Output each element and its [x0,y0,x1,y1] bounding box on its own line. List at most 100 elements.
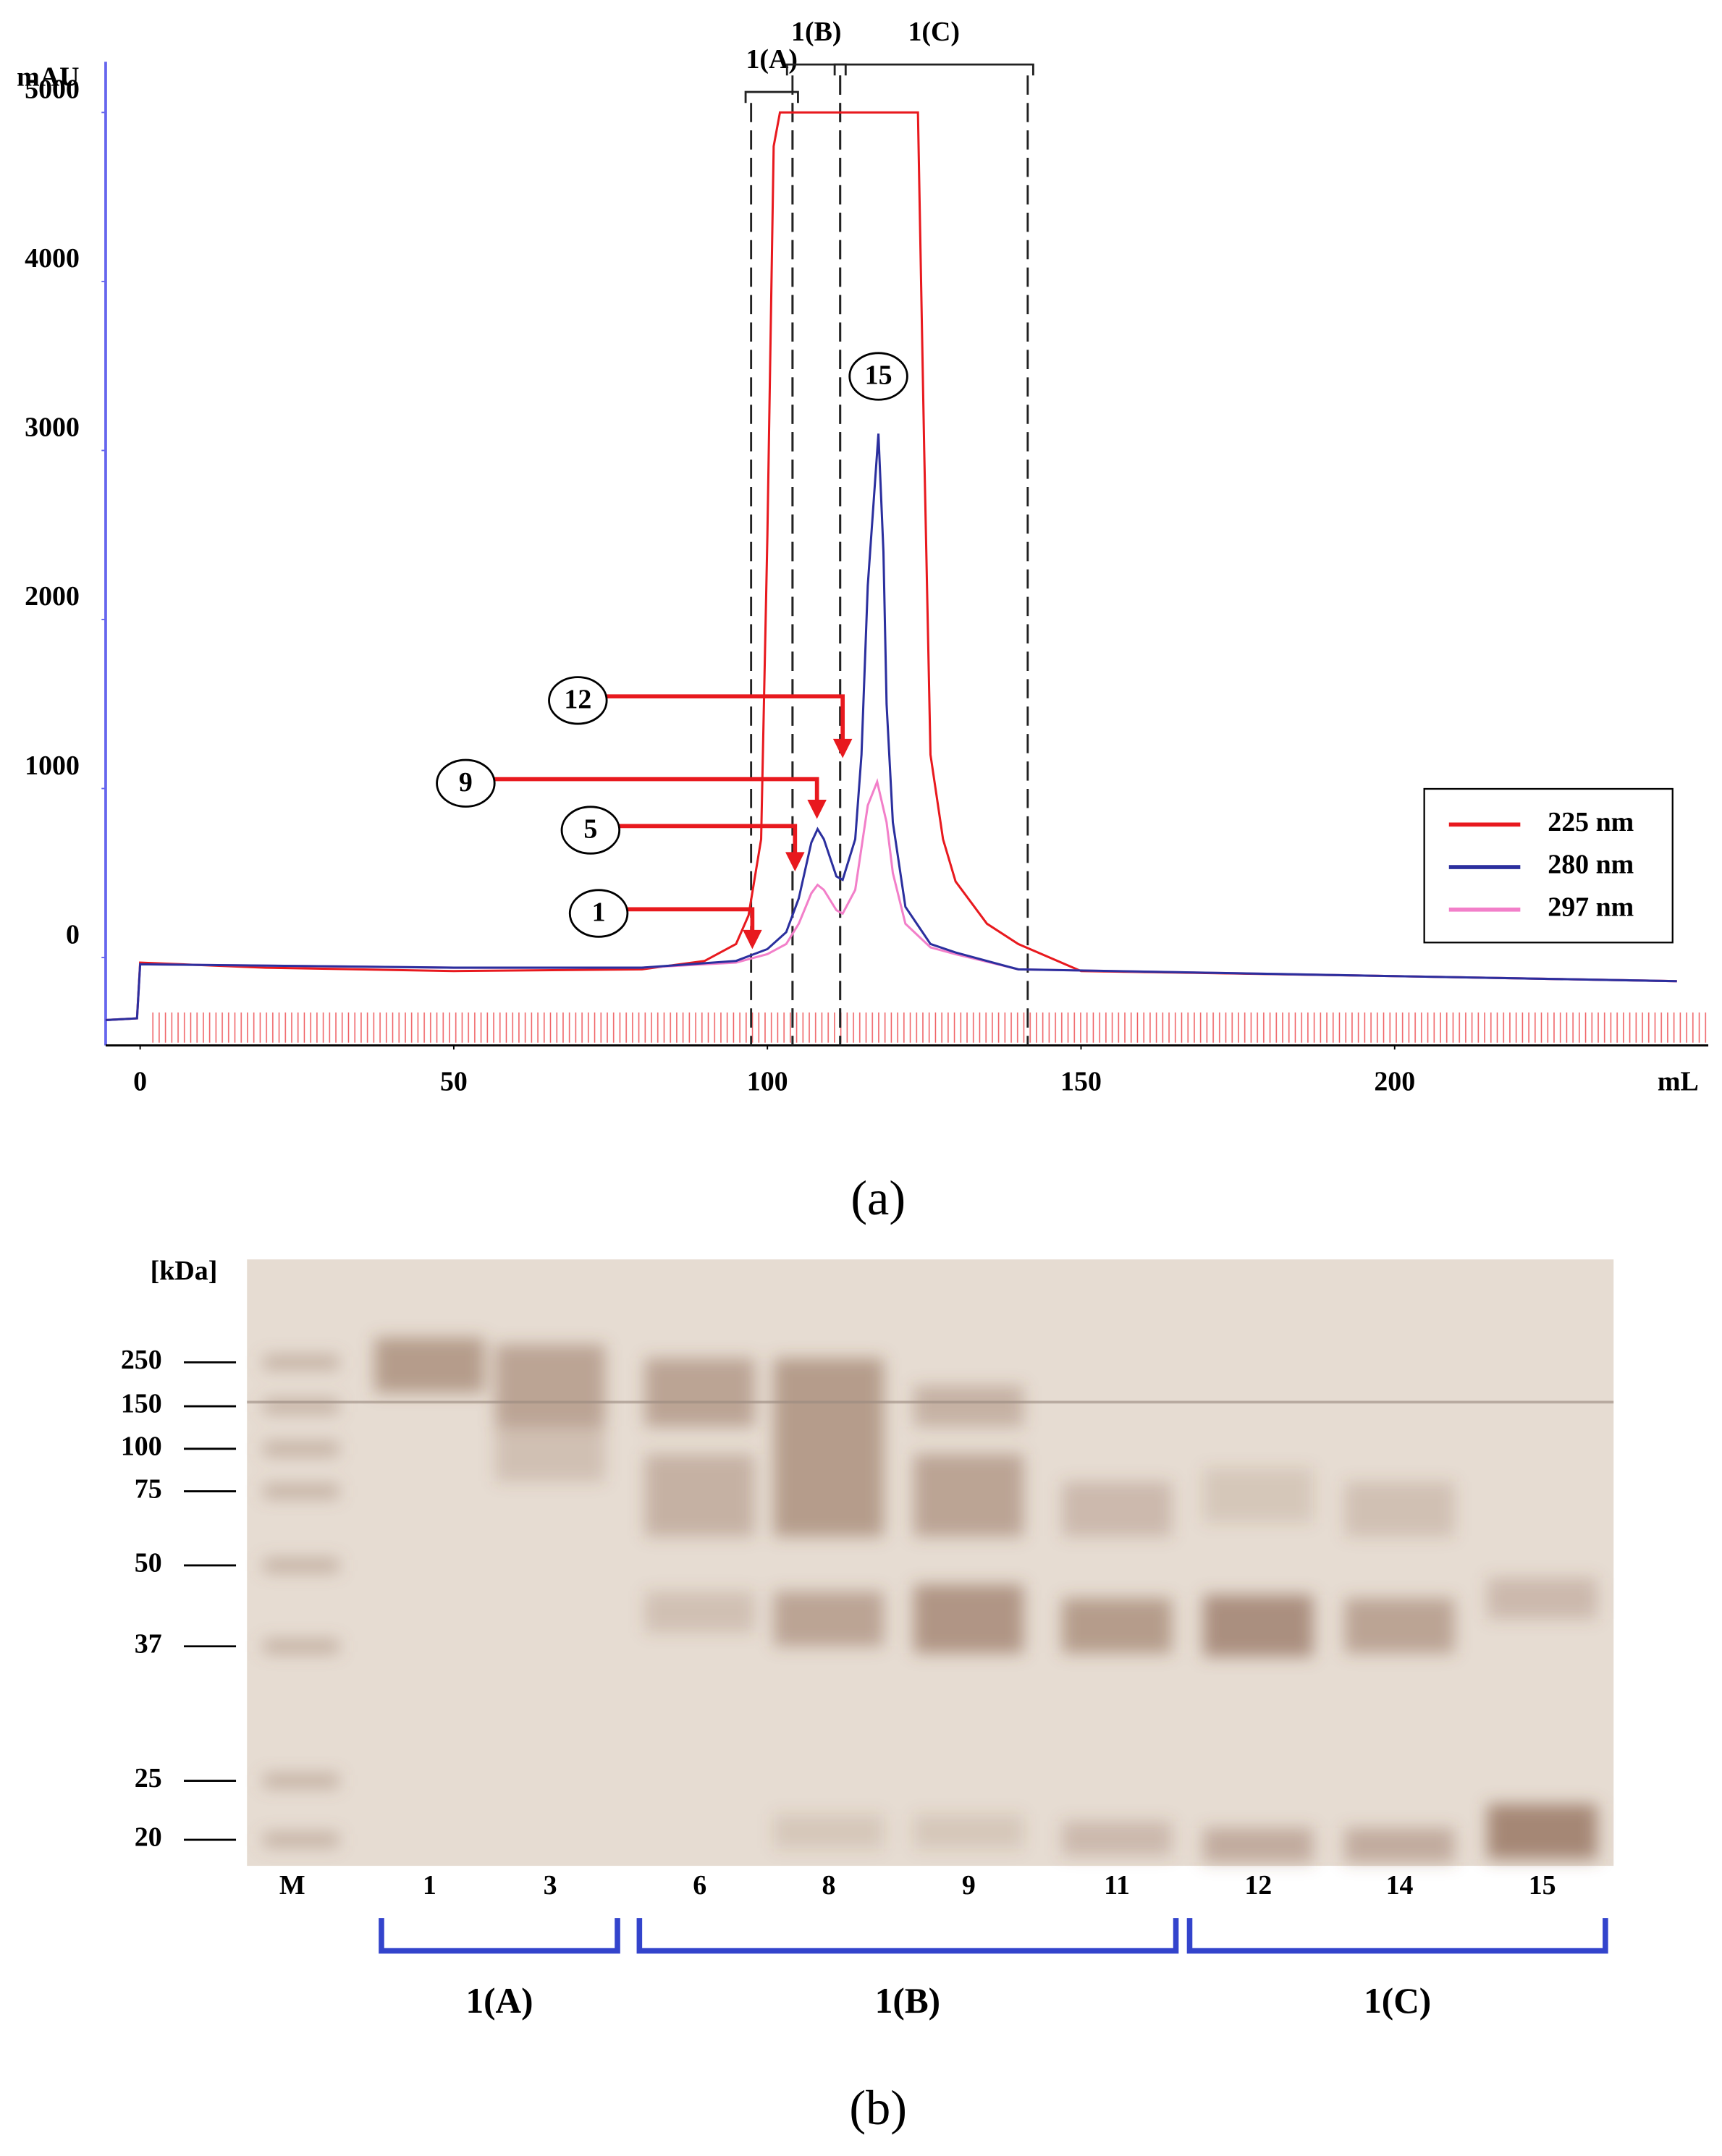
x-tick-label: 50 [440,1066,468,1096]
lane-label: M [279,1870,305,1901]
x-tick-label: 150 [1060,1066,1102,1096]
line-series [105,433,1677,1021]
lane-label: 3 [544,1870,557,1901]
marker-label: 75 [135,1474,162,1504]
lane-label: 9 [962,1870,976,1901]
y-tick-label: 3000 [25,413,80,443]
lane-label: 14 [1386,1870,1414,1901]
annotation-label: 1 [592,897,606,928]
marker-label: 150 [121,1389,162,1419]
marker-band [263,1442,339,1456]
marker-band [263,1832,339,1847]
marker-label: 25 [135,1763,162,1793]
annotation-circle [848,352,908,401]
marker-band [263,1774,339,1788]
y-tick-label: 5000 [25,75,80,105]
legend-label: 225 nm [1548,807,1634,837]
gel-band [495,1426,605,1482]
y-tick-label: 4000 [25,243,80,274]
y-tick-label: 0 [66,919,80,950]
region-label: 1(C) [908,17,960,47]
arrow-head [743,929,762,950]
caption: (a) [851,1170,906,1225]
gel-band [1062,1598,1172,1654]
arrow-head [832,738,853,758]
region-label: 1(B) [791,17,841,47]
x-tick-label: 0 [133,1066,147,1096]
gel-band [913,1454,1024,1537]
gel-band [774,1814,884,1849]
gel-band [1203,1594,1314,1657]
annotation-arrow [617,824,798,858]
annotation-circle [560,806,621,855]
group-label: 1(C) [1364,1981,1431,2021]
arrow-head [785,852,805,871]
gel-band [1344,1598,1455,1654]
lane-label: 12 [1244,1870,1272,1901]
gel-band [644,1591,755,1633]
caption: (b) [849,2080,907,2135]
region-label: 1(A) [746,44,798,75]
lane-label: 8 [822,1870,835,1901]
annotation-arrow [493,777,819,806]
group-label: 1(A) [465,1981,533,2021]
marker-band [263,1484,339,1499]
gel-unit: [kDa] [151,1256,218,1286]
gel-band [1344,1827,1455,1863]
fraction-ticks [148,1012,1710,1043]
y-tick-label: 2000 [25,581,80,612]
marker-band [263,1558,339,1573]
annotation-circle [548,676,608,725]
gel-band [495,1344,605,1427]
group-label: 1(B) [875,1981,940,2021]
gel-band [1062,1821,1172,1856]
gel-band [1487,1577,1598,1619]
region-bracket [744,90,799,103]
marker-label: 37 [135,1628,162,1659]
x-axis-label: mL [1658,1066,1699,1096]
gel-band [913,1584,1024,1654]
group-bracket [636,1918,1179,1954]
marker-band [263,1639,339,1654]
lane-label: 15 [1529,1870,1556,1901]
marker-label: 250 [121,1345,162,1375]
region-bracket [785,63,847,76]
lane-label: 1 [423,1870,436,1901]
arrow-head [807,800,827,819]
gel-band [374,1337,485,1393]
region-bracket [833,63,1034,76]
gel-band [774,1426,884,1537]
y-tick-label: 1000 [25,751,80,781]
y-axis-label: mAU [17,62,79,93]
gel-band [1062,1481,1172,1537]
x-tick-label: 100 [747,1066,788,1096]
lane-label: 11 [1104,1870,1130,1901]
legend-label: 280 nm [1548,850,1634,880]
gel-band [644,1358,755,1427]
marker-label: 50 [135,1548,162,1578]
annotation-circle [568,889,629,938]
gel-band [774,1591,884,1646]
annotation-arrow [625,907,755,936]
marker-label: 20 [135,1822,162,1853]
annotation-label: 12 [564,684,591,714]
legend-label: 297 nm [1548,892,1634,923]
annotation-label: 15 [865,360,892,391]
annotation-label: 5 [583,814,597,845]
gel-band [644,1454,755,1537]
group-bracket [1186,1918,1608,1954]
group-bracket [379,1918,620,1954]
gel-band [1203,1468,1314,1523]
gel-band [1203,1827,1314,1863]
gel-band [913,1814,1024,1849]
annotation-label: 9 [459,767,473,798]
annotation-circle [436,758,496,808]
annotation-arrow [605,694,845,745]
gel-bands [263,1337,1598,1863]
x-tick-label: 200 [1374,1066,1415,1096]
gel-band [1344,1481,1455,1537]
gel-band [1487,1804,1598,1859]
line-series [105,111,1677,1021]
